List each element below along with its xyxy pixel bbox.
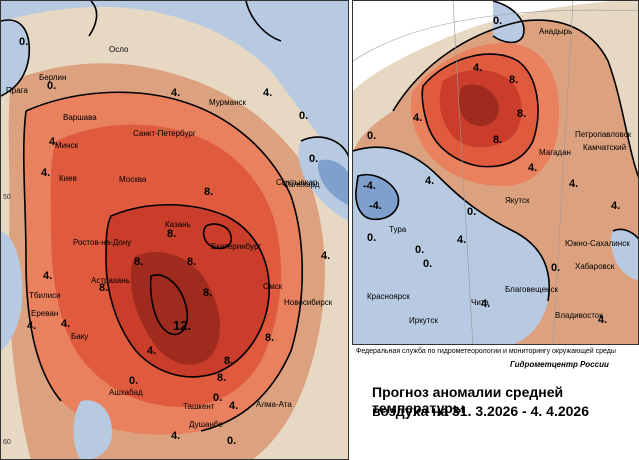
city-label: Ташкент (183, 402, 215, 411)
map-europe-west-asia: 0. 0. 4. 4. 0. 4. 0. 4. 8. 8. 8. 8. 8. 1… (0, 0, 349, 460)
isoline-label: 4. (425, 175, 435, 187)
city-label: Минск (55, 141, 79, 150)
isoline-label: 4. (611, 200, 621, 212)
city-label: Иркутск (409, 316, 438, 325)
isoline-label: 4. (263, 87, 273, 99)
city-label: Омск (263, 282, 283, 291)
isoline-label: 4. (147, 345, 157, 357)
isoline-label: 4. (49, 136, 59, 148)
isoline-label: 0. (227, 435, 237, 447)
organization-name: Гидрометцентр России (510, 360, 609, 369)
isoline-label: 0. (299, 110, 309, 122)
city-label: Киев (59, 174, 77, 183)
isoline-label: 4. (413, 112, 423, 124)
isoline-label: 8. (517, 108, 527, 120)
city-label: Петропавловск (575, 130, 632, 139)
isoline-label: 4. (61, 318, 71, 330)
city-label: Осло (109, 45, 129, 54)
isoline-label: 12. (173, 318, 192, 333)
isoline-label: 0. (19, 36, 29, 48)
forecast-dates: 31. 3.2026 - 4. 4.2026 (452, 403, 589, 419)
isoline-label: 0. (367, 130, 377, 142)
city-label: Благовещенск (505, 285, 558, 294)
city-label: Варшава (63, 113, 97, 122)
city-label: Тбилиси (29, 291, 61, 300)
city-label: Екатеринбург (211, 242, 262, 251)
anomaly-field-left (1, 1, 348, 459)
isoline-label: 4. (457, 234, 467, 246)
city-label: Берлин (39, 73, 67, 82)
isoline-label: 4. (171, 430, 181, 442)
isoline-label: 0. (367, 232, 377, 244)
city-label: Чита (471, 298, 489, 307)
isoline-label: 4. (27, 320, 37, 332)
city-label: Южно-Сахалинск (565, 239, 630, 248)
isoline-label: 4. (229, 400, 239, 412)
isoline-label: 8. (204, 186, 214, 198)
city-label: Алма-Ата (256, 400, 292, 409)
latitude-mark: 50 (3, 194, 11, 201)
isoline-label: 0. (213, 392, 223, 404)
city-label: Хабаровск (575, 262, 615, 271)
isoline-label: 4. (171, 87, 181, 99)
isoline-label: 0. (423, 258, 433, 270)
map-far-east: 0. 4. 8. 8. 8. 4. 0. 4. -4. -4. 0. 0. 0.… (352, 0, 639, 345)
city-label: Якутск (505, 196, 530, 205)
isoline-label: 4. (598, 314, 608, 326)
isoline-label: 4. (481, 298, 491, 310)
isoline-label: 8. (167, 228, 177, 240)
city-label: Красноярск (367, 292, 410, 301)
city-label: Камчатский (583, 143, 627, 152)
isoline-label: 8. (265, 332, 275, 344)
isoline-label: 8. (509, 74, 519, 86)
city-label: Душанбе (189, 420, 223, 429)
isoline-label: 4. (473, 62, 483, 74)
isoline-label: 4. (528, 162, 538, 174)
isoline-label: 4. (321, 250, 331, 262)
isoline-label: 0. (551, 262, 561, 274)
city-label: Салехард (283, 180, 320, 189)
forecast-title: Прогноз аномалии средней температуры (372, 384, 564, 416)
isoline-label: 8. (134, 256, 144, 268)
isoline-label: 0. (415, 244, 425, 256)
forecast-title-line2: воздуха на (372, 403, 449, 419)
city-label: Астрахань (91, 276, 130, 285)
city-label: Сыктывкар (276, 178, 318, 187)
city-label: Казань (165, 220, 191, 229)
isoline-label: 8. (493, 134, 503, 146)
isoline-label: -4. (363, 180, 376, 192)
isoline-label: 8. (99, 282, 109, 294)
isoline-label: 0. (309, 153, 319, 165)
isoline-label: 8. (224, 355, 234, 367)
city-label: Прага (6, 86, 28, 95)
city-label: Мурманск (209, 98, 246, 107)
isoline-label: 4. (41, 167, 51, 179)
isoline-label: 0. (129, 375, 139, 387)
city-label: Ростов-на-Дону (73, 238, 132, 247)
city-label: Москва (119, 175, 147, 184)
isoline-label: 0. (493, 15, 503, 27)
city-label: Ашхабад (109, 388, 143, 397)
city-label: Анадырь (539, 27, 573, 36)
isoline-label: -4. (369, 200, 382, 212)
isoline-label: 8. (217, 372, 227, 384)
isoline-label: 8. (203, 287, 213, 299)
city-label: Новосибирск (284, 298, 333, 307)
city-label: Магадан (539, 148, 571, 157)
isoline-label: 4. (43, 270, 53, 282)
city-label: Санкт-Петербург (133, 129, 196, 138)
latitude-mark: 60 (3, 439, 11, 446)
isoline-label: 0. (47, 80, 57, 92)
agency-credit: Федеральная служба по гидрометеорологии … (356, 348, 616, 355)
isoline-label: 8. (187, 256, 197, 268)
city-label: Ереван (31, 309, 59, 318)
city-label: Тура (389, 225, 407, 234)
anomaly-field-right (353, 1, 638, 344)
isoline-label: 0. (467, 206, 477, 218)
isoline-label: 4. (569, 178, 579, 190)
city-label: Владивосток (555, 311, 603, 320)
city-label: Баку (71, 332, 89, 341)
